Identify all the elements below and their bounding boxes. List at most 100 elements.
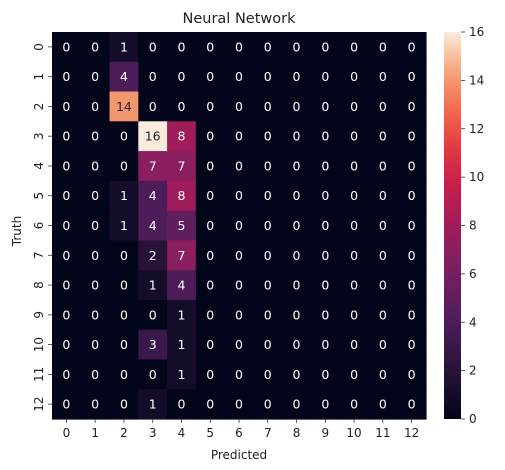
- cell-value-r12-c12: 0: [408, 397, 416, 412]
- cell-value-r2-c11: 0: [379, 99, 387, 114]
- cell-value-r2-c2: 14: [116, 99, 132, 114]
- cell-value-r2-c10: 0: [350, 99, 358, 114]
- x-tick-label-6: 6: [235, 426, 243, 440]
- cell-value-r5-c3: 4: [149, 188, 157, 203]
- x-tick-label-9: 9: [321, 426, 329, 440]
- cell-value-r12-c11: 0: [379, 397, 387, 412]
- cell-value-r0-c2: 1: [120, 39, 128, 54]
- cell-value-r2-c7: 0: [264, 99, 272, 114]
- cell-value-r10-c4: 1: [177, 337, 185, 352]
- cell-value-r3-c5: 0: [206, 129, 214, 144]
- x-tick-label-1: 1: [91, 426, 99, 440]
- cell-value-r10-c3: 3: [149, 337, 157, 352]
- cell-value-r11-c6: 0: [235, 367, 243, 382]
- x-axis-ticks: 0 1 2 3 4 5 6 7 8 9 10 11 12: [63, 419, 420, 440]
- cell-value-r10-c5: 0: [206, 337, 214, 352]
- cell-value-r6-c0: 0: [62, 218, 70, 233]
- cell-value-r0-c11: 0: [379, 39, 387, 54]
- cell-value-r5-c7: 0: [264, 188, 272, 203]
- cell-value-r10-c9: 0: [321, 337, 329, 352]
- y-tick-label-3: 3: [32, 132, 46, 140]
- cell-value-r6-c11: 0: [379, 218, 387, 233]
- cell-value-r2-c8: 0: [293, 99, 301, 114]
- cell-value-r3-c0: 0: [62, 129, 70, 144]
- cell-value-r0-c4: 0: [177, 39, 185, 54]
- cell-value-r0-c5: 0: [206, 39, 214, 54]
- y-tick-label-11: 11: [32, 367, 46, 382]
- cell-value-r0-c9: 0: [321, 39, 329, 54]
- cell-value-r2-c6: 0: [235, 99, 243, 114]
- cell-value-r9-c9: 0: [321, 307, 329, 322]
- chart-title: Neural Network: [183, 11, 297, 27]
- cell-value-r7-c0: 0: [62, 248, 70, 263]
- cell-value-r1-c10: 0: [350, 69, 358, 84]
- cell-value-r11-c1: 0: [91, 367, 99, 382]
- cell-value-r7-c11: 0: [379, 248, 387, 263]
- cell-value-r5-c2: 1: [120, 188, 128, 203]
- cell-value-r1-c4: 0: [177, 69, 185, 84]
- cell-value-r12-c2: 0: [120, 397, 128, 412]
- cell-value-r1-c12: 0: [408, 69, 416, 84]
- cell-value-r4-c0: 0: [62, 158, 70, 173]
- cell-value-r5-c11: 0: [379, 188, 387, 203]
- cell-value-r4-c6: 0: [235, 158, 243, 173]
- cell-value-r12-c0: 0: [62, 397, 70, 412]
- cell-value-r6-c3: 4: [149, 218, 157, 233]
- cell-value-r11-c0: 0: [62, 367, 70, 382]
- cell-value-r3-c4: 8: [177, 129, 185, 144]
- cell-value-r3-c10: 0: [350, 129, 358, 144]
- cell-value-r12-c5: 0: [206, 397, 214, 412]
- cell-value-r11-c2: 0: [120, 367, 128, 382]
- cell-value-r5-c0: 0: [62, 188, 70, 203]
- cell-value-r9-c7: 0: [264, 307, 272, 322]
- y-tick-label-7: 7: [32, 251, 46, 259]
- cell-value-r0-c8: 0: [293, 39, 301, 54]
- cell-value-r7-c10: 0: [350, 248, 358, 263]
- cell-value-r2-c9: 0: [321, 99, 329, 114]
- cell-value-r8-c5: 0: [206, 278, 214, 293]
- cell-value-r9-c10: 0: [350, 307, 358, 322]
- cell-value-r3-c6: 0: [235, 129, 243, 144]
- colorbar-tick-label-1: 2: [469, 364, 477, 378]
- cell-value-r8-c4: 4: [177, 278, 185, 293]
- cell-value-r6-c5: 0: [206, 218, 214, 233]
- cell-value-r9-c8: 0: [293, 307, 301, 322]
- cell-value-r3-c12: 0: [408, 129, 416, 144]
- cell-value-r5-c6: 0: [235, 188, 243, 203]
- colorbar-tick-label-3: 6: [469, 267, 477, 281]
- cell-value-r6-c8: 0: [293, 218, 301, 233]
- cell-value-r12-c6: 0: [235, 397, 243, 412]
- cell-value-r5-c12: 0: [408, 188, 416, 203]
- cell-value-r9-c3: 0: [149, 307, 157, 322]
- cell-value-r2-c5: 0: [206, 99, 214, 114]
- cell-value-r7-c3: 2: [149, 248, 157, 263]
- cell-value-r2-c12: 0: [408, 99, 416, 114]
- cell-value-r7-c12: 0: [408, 248, 416, 263]
- cell-value-r0-c12: 0: [408, 39, 416, 54]
- colorbar: [444, 32, 461, 419]
- cell-value-r1-c11: 0: [379, 69, 387, 84]
- cell-value-r1-c7: 0: [264, 69, 272, 84]
- x-tick-label-4: 4: [178, 426, 186, 440]
- cell-value-r2-c3: 0: [149, 99, 157, 114]
- cell-value-r2-c4: 0: [177, 99, 185, 114]
- cell-value-r0-c7: 0: [264, 39, 272, 54]
- cell-value-r1-c6: 0: [235, 69, 243, 84]
- x-tick-label-0: 0: [63, 426, 71, 440]
- cell-value-r4-c11: 0: [379, 158, 387, 173]
- cell-value-r11-c11: 0: [379, 367, 387, 382]
- cell-value-r9-c5: 0: [206, 307, 214, 322]
- cell-value-r0-c0: 0: [62, 39, 70, 54]
- cell-value-r4-c12: 0: [408, 158, 416, 173]
- y-tick-label-5: 5: [32, 192, 46, 200]
- cell-value-r10-c8: 0: [293, 337, 301, 352]
- colorbar-tick-label-8: 16: [469, 25, 484, 39]
- cell-value-r12-c3: 1: [149, 397, 157, 412]
- cell-value-r7-c2: 0: [120, 248, 128, 263]
- cell-value-r7-c4: 7: [177, 248, 185, 263]
- cell-value-r1-c8: 0: [293, 69, 301, 84]
- cell-value-r8-c2: 0: [120, 278, 128, 293]
- cell-value-r12-c1: 0: [91, 397, 99, 412]
- cell-value-r11-c12: 0: [408, 367, 416, 382]
